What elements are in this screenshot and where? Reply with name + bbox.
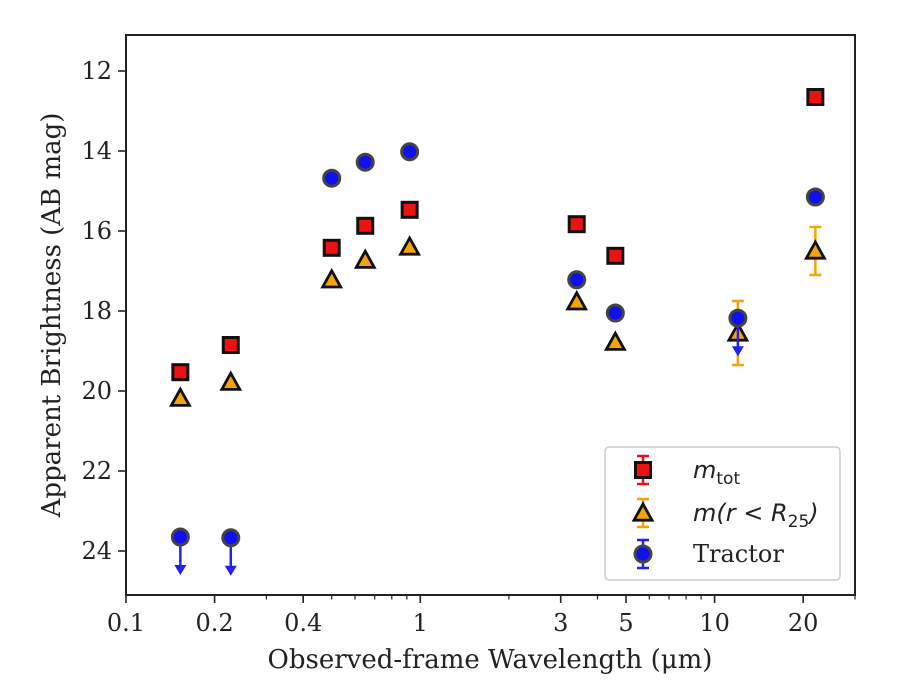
x-tick-label: 20 bbox=[788, 609, 819, 637]
data-point bbox=[400, 200, 419, 219]
data-point bbox=[603, 330, 627, 351]
y-tick-label: 16 bbox=[81, 217, 112, 245]
data-point bbox=[353, 248, 377, 269]
data-point bbox=[398, 235, 422, 256]
x-axis-label: Observed-frame Wavelength (μm) bbox=[268, 645, 713, 675]
series-triangle bbox=[168, 225, 827, 407]
plot-area bbox=[125, 34, 856, 596]
y-axis: 12 14 16 18 20 22 24 bbox=[81, 57, 126, 565]
data-point bbox=[168, 386, 192, 407]
data-point bbox=[355, 152, 375, 172]
plot-frame bbox=[125, 34, 856, 596]
series-square bbox=[171, 88, 825, 382]
data-point bbox=[221, 336, 240, 354]
legend-label: mtot bbox=[693, 456, 740, 489]
x-tick-label: 0.2 bbox=[196, 609, 234, 637]
legend-marker bbox=[634, 461, 652, 479]
x-axis: 0.1 0.2 0.4 1 3 5 10 20 bbox=[107, 595, 856, 637]
series-circle bbox=[170, 142, 825, 576]
y-tick-label: 18 bbox=[81, 297, 112, 325]
upper-limit-arrowhead bbox=[731, 346, 744, 357]
x-tick-label: 1 bbox=[413, 609, 428, 637]
x-tick-label: 0.4 bbox=[284, 609, 322, 637]
data-point bbox=[805, 187, 825, 207]
y-tick-label: 14 bbox=[81, 137, 112, 165]
data-point bbox=[320, 267, 344, 289]
x-tick-label: 0.1 bbox=[107, 609, 145, 637]
data-point bbox=[219, 370, 243, 391]
legend: mtot m(r < R25) Tractor bbox=[604, 446, 841, 581]
data-point bbox=[606, 246, 625, 265]
legend-label: m(r < R25) bbox=[693, 499, 819, 532]
data-point bbox=[356, 216, 375, 235]
y-tick-label: 22 bbox=[81, 457, 112, 485]
data-point bbox=[170, 527, 190, 547]
upper-limit-arrowhead bbox=[174, 565, 187, 575]
data-point bbox=[171, 363, 190, 382]
data-point bbox=[728, 308, 748, 328]
legend-label: Tractor bbox=[693, 540, 784, 568]
upper-limit-arrowhead bbox=[224, 565, 237, 576]
y-tick-label: 20 bbox=[81, 377, 112, 405]
x-tick-label: 5 bbox=[618, 609, 633, 637]
y-axis-label: Apparent Brightness (AB mag) bbox=[37, 113, 67, 519]
x-tick-label: 10 bbox=[699, 609, 730, 637]
data-point bbox=[322, 238, 341, 257]
x-tick-label: 3 bbox=[553, 609, 568, 637]
y-tick-label: 12 bbox=[81, 57, 112, 85]
data-point bbox=[400, 142, 420, 162]
legend-marker bbox=[633, 544, 653, 564]
legend-marker bbox=[631, 501, 655, 522]
data-point bbox=[567, 270, 587, 290]
legend-box bbox=[604, 446, 841, 581]
data-point bbox=[803, 239, 827, 260]
data-point bbox=[565, 289, 589, 311]
data-point bbox=[605, 303, 625, 323]
data-point bbox=[322, 168, 342, 188]
y-tick-label: 24 bbox=[81, 537, 112, 565]
data-point bbox=[567, 215, 586, 234]
data-point bbox=[806, 88, 825, 106]
data-point bbox=[221, 528, 241, 548]
